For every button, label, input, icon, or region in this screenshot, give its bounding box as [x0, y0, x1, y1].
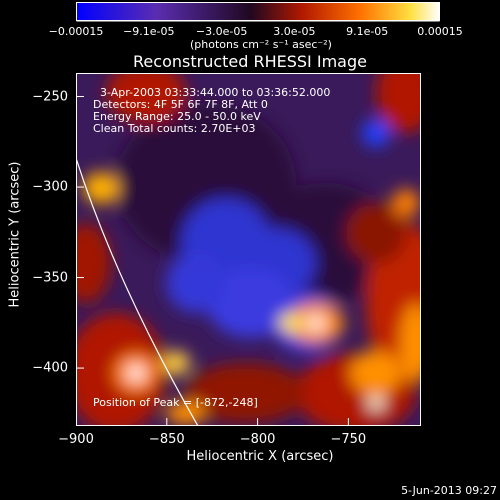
heatmap-blob	[76, 223, 111, 303]
heatmap-blob	[128, 365, 144, 381]
annotation-method: Clean Total counts: 2.70E+03	[93, 122, 256, 135]
colorbar	[76, 2, 440, 22]
x-tick-label: −750	[330, 432, 367, 447]
annotation-detectors: Detectors: 4F 5F 6F 7F 8F, Att 0	[93, 98, 268, 111]
heatmap-blob	[308, 316, 324, 330]
y-tick-label: −350	[32, 270, 68, 286]
footer-date: 5-Jun-2013 09:27	[401, 484, 497, 497]
annotation-time: 3-Apr-2003 03:33:44.000 to 03:36:52.000	[100, 86, 331, 99]
colorbar-tick-label: 0.00015	[417, 25, 463, 38]
x-axis-label: Heliocentric X (arcsec)	[186, 449, 334, 464]
annotation-peak: Position of Peak = [-872,-248]	[93, 396, 258, 409]
heatmap-blob	[376, 73, 421, 133]
heatmap-plot	[76, 73, 421, 426]
heatmap-blob	[106, 73, 186, 123]
heatmap-blob	[368, 396, 384, 410]
heatmap-blob	[162, 351, 190, 375]
y-axis-label: Heliocentric Y (arcsec)	[7, 161, 23, 308]
heatmap-blob	[166, 253, 226, 313]
solar-limb-line	[76, 157, 199, 426]
colorbar-tick-label: 9.1e-05	[346, 25, 389, 38]
x-tick-label: −850	[148, 432, 185, 447]
heatmap-blob	[83, 172, 119, 204]
chart-title: Reconstructed RHESSI Image	[133, 52, 367, 71]
colorbar-gradient	[76, 2, 440, 21]
heatmap-blob	[392, 189, 420, 217]
colorbar-tick-label: −3.0e-05	[195, 25, 248, 38]
heatmap-blob	[279, 313, 303, 333]
heatmap-blob	[362, 119, 390, 147]
annotation-energy: Energy Range: 25.0 - 50.0 keV	[93, 110, 261, 123]
y-tick-label: −250	[32, 89, 68, 105]
y-tick-label: −300	[32, 179, 68, 195]
heatmap-blob	[400, 303, 421, 383]
colorbar-tick-label: −0.00015	[48, 25, 104, 38]
colorbar-units: (photons cm⁻² s⁻¹ asec⁻²)	[190, 38, 332, 51]
colorbar-tick-label: −9.1e-05	[123, 25, 175, 38]
heatmap-blob	[166, 401, 206, 425]
colorbar-tick-label: 3.0e-05	[273, 25, 316, 38]
heatmap-blob	[186, 363, 306, 423]
y-tick-label: −400	[32, 360, 68, 376]
heatmap-blob	[350, 351, 402, 395]
heatmap-blob	[346, 203, 406, 263]
x-tick-label: −800	[239, 432, 276, 447]
x-tick-label: −900	[58, 432, 94, 447]
